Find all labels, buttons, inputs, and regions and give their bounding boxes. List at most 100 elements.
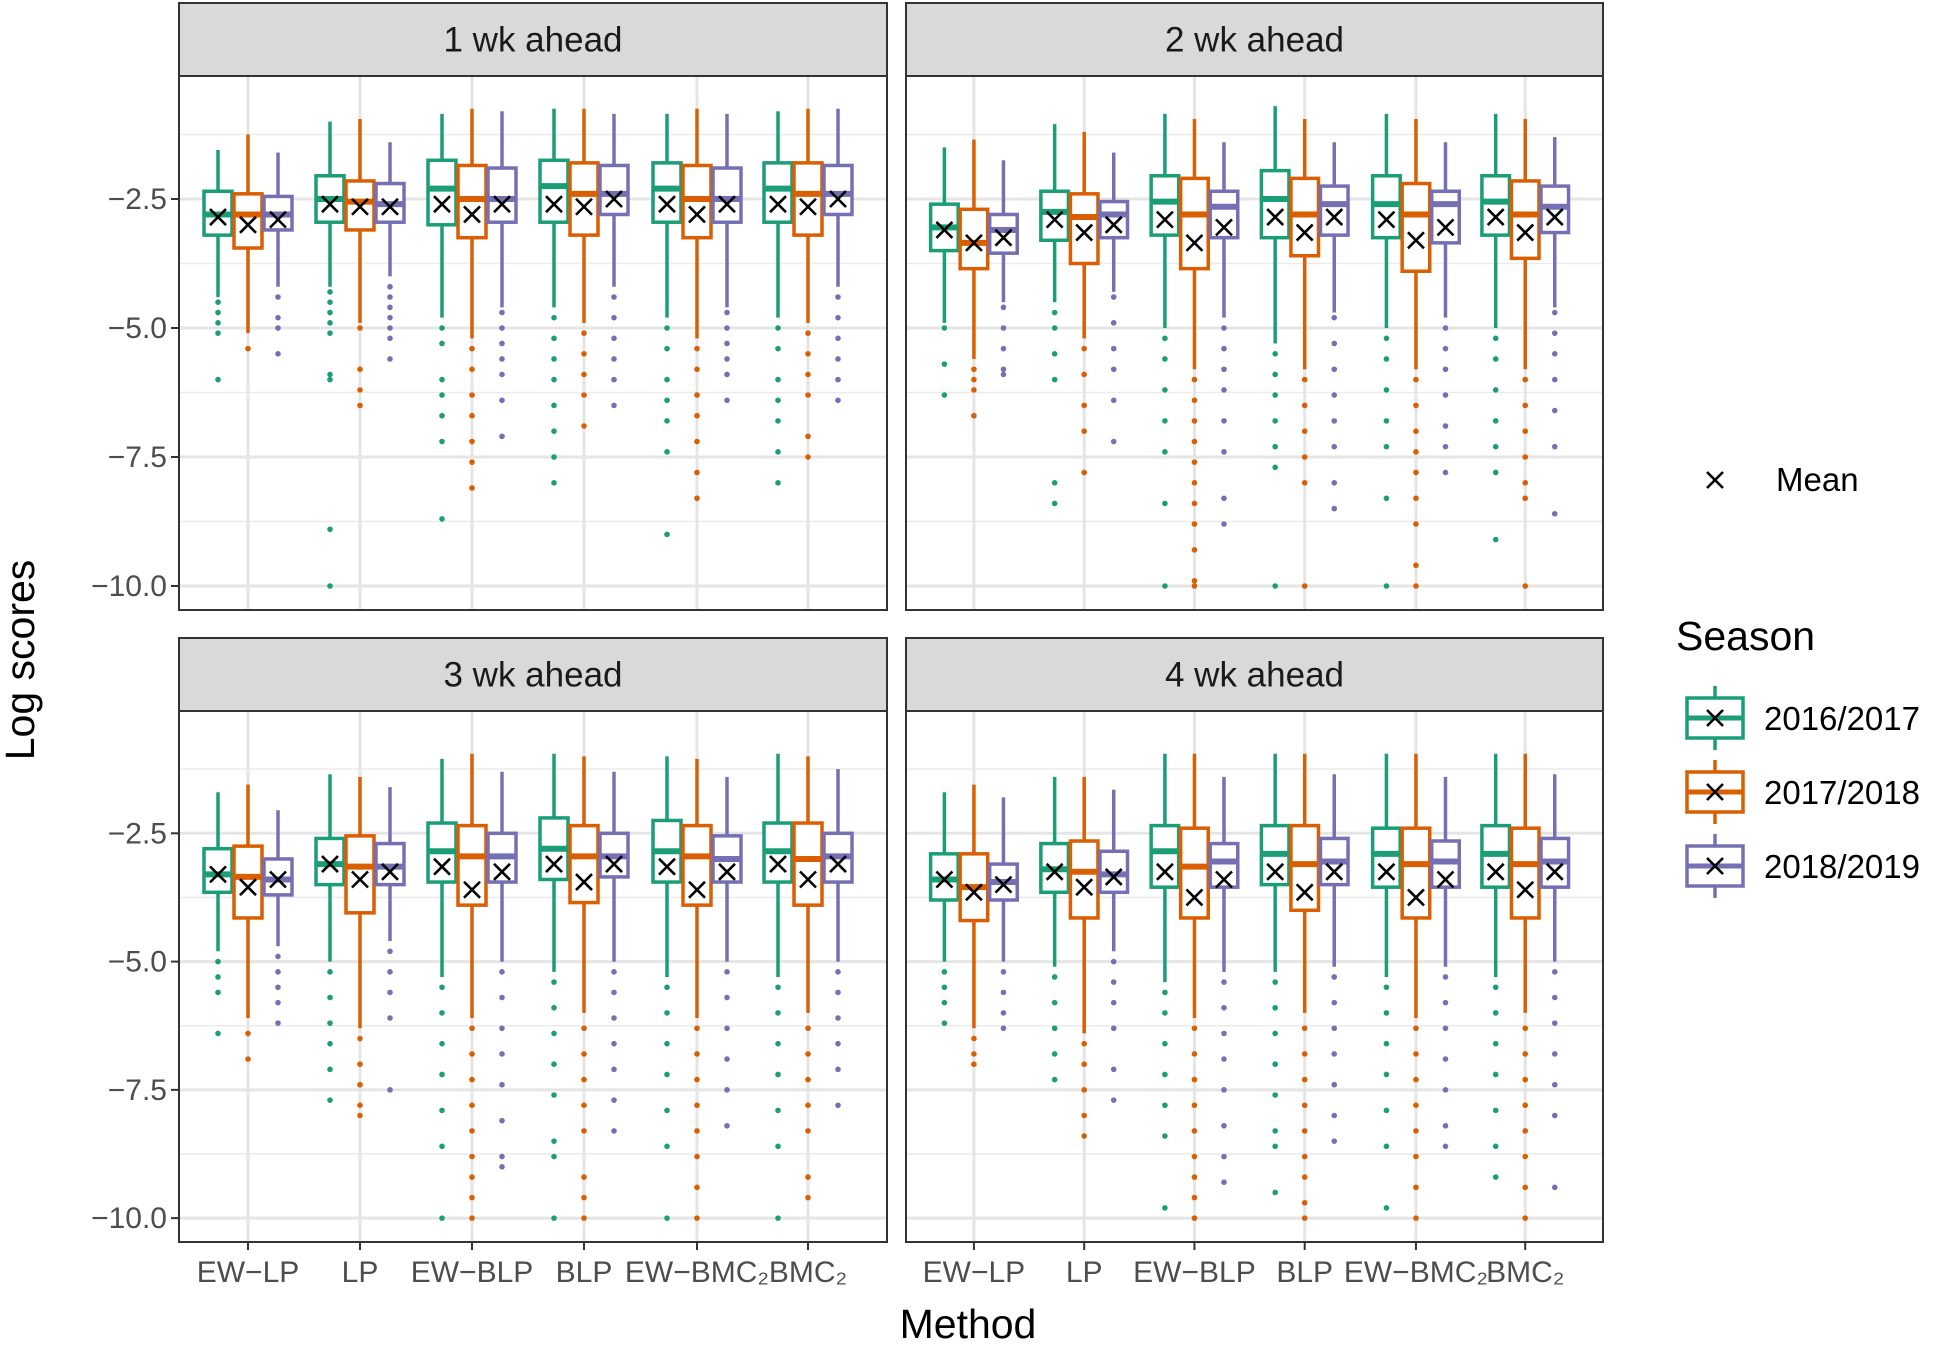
season-legend-title: Season bbox=[1676, 613, 1815, 659]
outlier-point bbox=[551, 314, 557, 321]
outlier-point bbox=[1221, 1004, 1227, 1011]
mean-marker bbox=[1215, 218, 1233, 237]
outlier-point bbox=[694, 1215, 700, 1221]
outlier-point bbox=[1301, 480, 1308, 486]
outlier-point bbox=[1191, 578, 1198, 584]
outlier-point bbox=[775, 480, 781, 486]
box-ew-blp-2018-2019 bbox=[1208, 776, 1240, 1186]
strip-title: 2 wk ahead bbox=[1165, 21, 1344, 60]
outlier-point bbox=[1413, 1184, 1419, 1191]
outlier-point bbox=[581, 1128, 587, 1134]
outlier-point bbox=[1191, 438, 1198, 445]
box-iqr bbox=[568, 823, 600, 905]
outlier-point bbox=[551, 356, 557, 362]
outlier-point bbox=[664, 1071, 670, 1078]
outlier-point bbox=[724, 325, 730, 331]
legend-key-2018-2019: 2018/2019 bbox=[1685, 834, 1920, 898]
box-ew-lp-2017-2018 bbox=[232, 134, 264, 352]
outlier-point bbox=[1383, 495, 1390, 502]
outlier-point bbox=[1221, 521, 1227, 527]
mean-marker bbox=[965, 883, 983, 902]
mean-marker bbox=[965, 233, 983, 252]
outlier-point bbox=[1383, 1143, 1390, 1150]
outlier-point bbox=[439, 1143, 445, 1150]
mean-marker bbox=[1075, 223, 1094, 242]
outlier-point bbox=[1162, 356, 1168, 362]
outlier-point bbox=[724, 397, 730, 404]
mean-cross-stroke bbox=[1104, 868, 1123, 886]
box-bmc-2017-2018 bbox=[792, 756, 824, 1201]
outlier-point bbox=[551, 1030, 557, 1037]
box-iqr bbox=[1429, 189, 1462, 245]
box-iqr bbox=[232, 844, 264, 920]
outlier-point bbox=[1442, 325, 1449, 331]
outlier-point bbox=[1162, 583, 1168, 589]
box-ew-lp-2016-2017 bbox=[928, 147, 960, 398]
mean-cross-stroke bbox=[1377, 210, 1396, 229]
outlier-point bbox=[664, 449, 670, 455]
outlier-point bbox=[499, 969, 505, 975]
outlier-point bbox=[1522, 1076, 1529, 1083]
mean-marker bbox=[1215, 870, 1233, 889]
outlier-point bbox=[439, 438, 445, 445]
legend-mean-cross bbox=[1706, 783, 1724, 801]
outlier-point bbox=[694, 412, 700, 419]
outlier-point bbox=[1413, 469, 1419, 476]
mean-cross-stroke bbox=[545, 195, 563, 214]
outlier-point bbox=[1221, 325, 1227, 331]
outlier-point bbox=[1551, 969, 1558, 975]
outlier-point bbox=[1221, 449, 1227, 455]
outlier-point bbox=[1301, 428, 1308, 435]
outlier-point bbox=[327, 526, 333, 533]
outlier-point bbox=[1191, 547, 1198, 553]
mean-cross-stroke bbox=[769, 855, 787, 874]
legend-label: 2016/2017 bbox=[1764, 700, 1920, 737]
outlier-point bbox=[1442, 1143, 1449, 1150]
outlier-point bbox=[1000, 1010, 1007, 1016]
outlier-point bbox=[1191, 1174, 1198, 1180]
outlier-point bbox=[1492, 469, 1499, 476]
outlier-point bbox=[611, 1097, 617, 1103]
box-iqr bbox=[568, 161, 600, 237]
outlier-point bbox=[1551, 1020, 1558, 1026]
mean-marker bbox=[1295, 223, 1314, 242]
outlier-point bbox=[1110, 366, 1117, 373]
outlier-point bbox=[469, 485, 475, 491]
outlier-point bbox=[1551, 376, 1558, 383]
outlier-point bbox=[1413, 1215, 1419, 1221]
outlier-point bbox=[1413, 1051, 1419, 1057]
outlier-point bbox=[1191, 376, 1198, 383]
outlier-point bbox=[581, 1215, 587, 1221]
outlier-point bbox=[1110, 438, 1117, 445]
outlier-point bbox=[1191, 418, 1198, 424]
outlier-point bbox=[1442, 392, 1449, 398]
box-bmc-2016-2017 bbox=[1480, 753, 1512, 1180]
outlier-point bbox=[551, 979, 557, 985]
outlier-point bbox=[1221, 1153, 1227, 1160]
mean-cross-stroke bbox=[239, 215, 257, 234]
mean-cross-stroke bbox=[1295, 223, 1314, 242]
outlier-point bbox=[1301, 1102, 1308, 1109]
outlier-point bbox=[664, 531, 670, 538]
outlier-point bbox=[724, 309, 730, 316]
mean-cross-stroke bbox=[994, 228, 1013, 247]
panel-border bbox=[905, 710, 1604, 1243]
outlier-point bbox=[551, 1004, 557, 1011]
outlier-point bbox=[664, 418, 670, 424]
outlier-point bbox=[1301, 1025, 1308, 1032]
mean-cross-stroke bbox=[1215, 870, 1233, 889]
outlier-point bbox=[1272, 1143, 1278, 1150]
outlier-point bbox=[327, 969, 333, 975]
box-lp-2017-2018 bbox=[1068, 131, 1100, 476]
box-blp-2018-2019 bbox=[598, 113, 630, 409]
mean-cross-stroke bbox=[1266, 208, 1285, 226]
outlier-point bbox=[971, 412, 977, 419]
box-ew-lp-2018-2019 bbox=[987, 797, 1019, 1032]
outlier-point bbox=[387, 356, 393, 362]
box-bmc-2018-2019 bbox=[822, 769, 854, 1109]
x-tick-label: EW−LP bbox=[923, 1256, 1026, 1289]
box-ew-bmc-2018-2019 bbox=[1429, 776, 1462, 1150]
box-lp-2018-2019 bbox=[374, 142, 406, 362]
outlier-point bbox=[1442, 1122, 1449, 1129]
outlier-point bbox=[551, 1061, 557, 1068]
